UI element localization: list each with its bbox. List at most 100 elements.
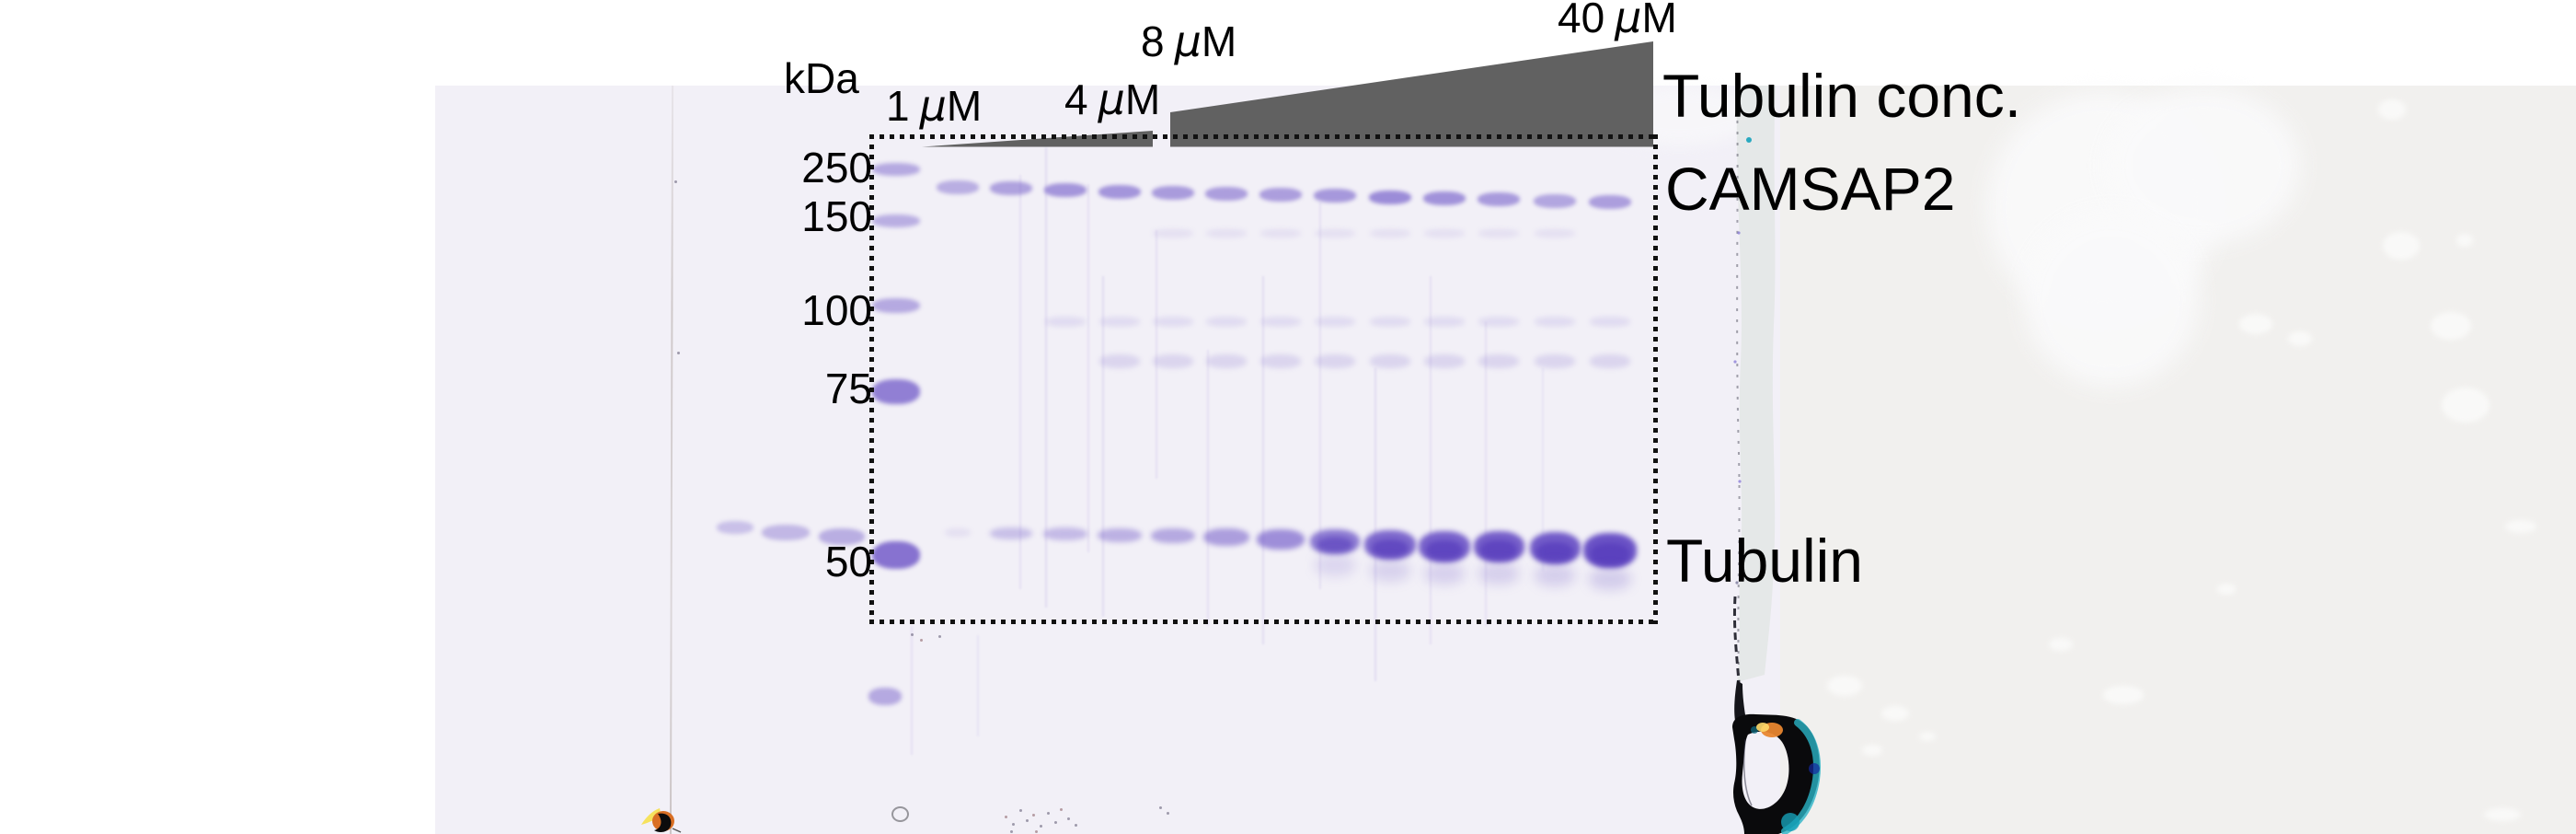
faint-band [1478,354,1519,368]
tubulin-band [990,527,1032,539]
roi-box-right-edge [1653,134,1658,624]
ladder-band [872,163,920,176]
tubulin-band [945,528,971,537]
noise-speck [1159,806,1162,809]
faint-band [1478,317,1519,327]
ink-burn-spot [641,808,682,833]
lane-streak [1542,368,1544,571]
faint-band [1315,317,1355,327]
concentration-label-part: 40 [1558,0,1605,41]
tubulin-band-core [1591,543,1629,565]
faint-band [1370,354,1410,368]
control-tubulin-band [717,521,753,534]
concentration-label: 8 µM [1141,20,1236,63]
faint-band [1535,317,1575,327]
tubulin-band-tail [1423,562,1466,585]
control-tubulin-band [762,525,810,540]
noise-speck [1060,808,1063,811]
scan-bubble [2484,808,2521,821]
noise-speck [1035,830,1038,833]
lane-streak [977,635,979,736]
marker-label-100: 100 [801,286,872,334]
concentration-label-part: M [1124,75,1161,123]
control-tubulin-band [819,528,865,545]
ladder-band [872,214,920,227]
scan-bubble [2505,520,2536,533]
camsap2-band [1259,188,1302,202]
camsap2-band [1205,187,1248,201]
faint-band [1315,354,1355,368]
noise-speck [1032,814,1035,817]
faint-band [1206,354,1247,368]
faint-band [1424,229,1465,237]
camsap2-band [1589,195,1631,209]
concentration-label-part: µ [1174,17,1202,66]
scan-bubble [2383,232,2420,260]
faint-band [1535,354,1575,368]
concentration-label-part: µ [919,81,947,131]
camsap2-band [1098,185,1141,199]
faint-band [1590,317,1630,327]
lane-streak [1045,147,1047,608]
tubulin-band [1203,528,1249,546]
camsap2-band [937,180,979,194]
faint-band [1260,354,1301,368]
lane-streak [1319,203,1321,589]
scan-splotch [2024,212,2199,387]
concentration-label: 1 µM [886,85,982,127]
noise-speck [1040,825,1042,828]
scan-bubble [2431,312,2471,340]
wedge-right-segment [1170,41,1653,147]
lane-streak [1430,276,1432,644]
tubulin-band [1043,527,1087,540]
scan-streak-and-ink-blob [1732,86,1821,834]
faint-band [1045,317,1086,327]
tubulin-band-core [1425,540,1464,561]
tubulin-band-tail [1588,568,1632,590]
concentration-label-part: 4 [1064,75,1088,123]
noise-speck [1075,824,1077,827]
faint-band [1424,317,1465,327]
tubulin-band-tail [1369,560,1411,582]
faint-band [1153,354,1193,368]
noise-speck [1026,819,1029,822]
ladder-band [872,541,920,569]
lane-streak [1374,368,1376,681]
lane-streak [1485,322,1487,626]
tubulin-band-core [1317,537,1353,552]
concentration-label-part: M [946,82,983,130]
scan-bubble [2442,388,2490,423]
lane-streak [1102,276,1104,617]
noise-speck [1167,812,1169,815]
scan-bubble [1827,676,1862,696]
scan-bubble [2103,686,2144,704]
tubulin-band-tail [1535,564,1575,586]
faint-band [1206,317,1247,327]
faint-band [1370,229,1410,237]
faint-band [1206,229,1247,237]
camsap2-band [1314,189,1356,203]
roi-box-left-edge [869,134,874,624]
noise-speck [938,635,941,638]
faint-band [1099,354,1140,368]
tubulin-band-tail [1315,554,1355,576]
tubulin-band [1257,529,1305,550]
ladder-band [872,379,920,404]
bubble-ring-artifact [891,806,909,822]
camsap2-band [1152,186,1194,200]
noise-speck [920,639,923,642]
faint-band [1590,354,1630,368]
ladder-band [872,298,920,313]
scan-bubble [2456,234,2473,247]
noise-speck [1012,823,1015,826]
ladder-band [868,688,902,705]
roi-box-bottom-edge [869,620,1658,624]
faint-band [1260,229,1301,237]
scan-bubble [1862,745,1882,756]
concentration-label-part: µ [1098,75,1125,124]
noise-speck [1019,809,1022,812]
tubulin-band [1151,528,1195,543]
marker-label-250: 250 [801,144,872,191]
lane-streak [911,626,913,755]
